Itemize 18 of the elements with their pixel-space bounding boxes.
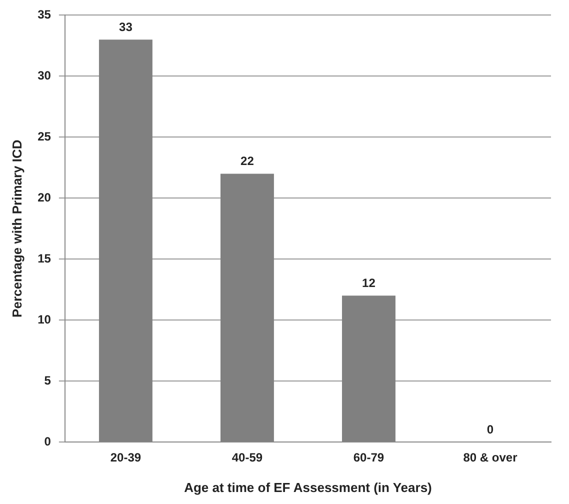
data-label: 33 [119, 20, 133, 34]
data-label: 12 [362, 276, 376, 290]
data-label: 0 [486, 422, 494, 436]
y-tick-label: 30 [38, 68, 52, 82]
y-tick-label: 5 [44, 373, 52, 388]
x-tick-label: 40-59 [232, 450, 263, 465]
y-tick-label: 25 [38, 129, 52, 144]
y-tick-label: 10 [38, 312, 52, 326]
data-label: 22 [240, 154, 254, 168]
x-axis-title: Age at time of EF Assessment (in Years) [184, 480, 432, 495]
y-tick-label: 15 [38, 251, 52, 266]
y-axis-title: Percentage with Primary ICD [9, 140, 24, 318]
x-tick-label: 80 & over [463, 450, 518, 465]
x-tick-label: 20-39 [110, 450, 142, 465]
y-tick-label: 35 [38, 8, 52, 22]
x-tick-label: 60-79 [353, 450, 384, 465]
y-tick-label: 0 [44, 434, 52, 448]
y-tick-label: 20 [38, 190, 52, 204]
